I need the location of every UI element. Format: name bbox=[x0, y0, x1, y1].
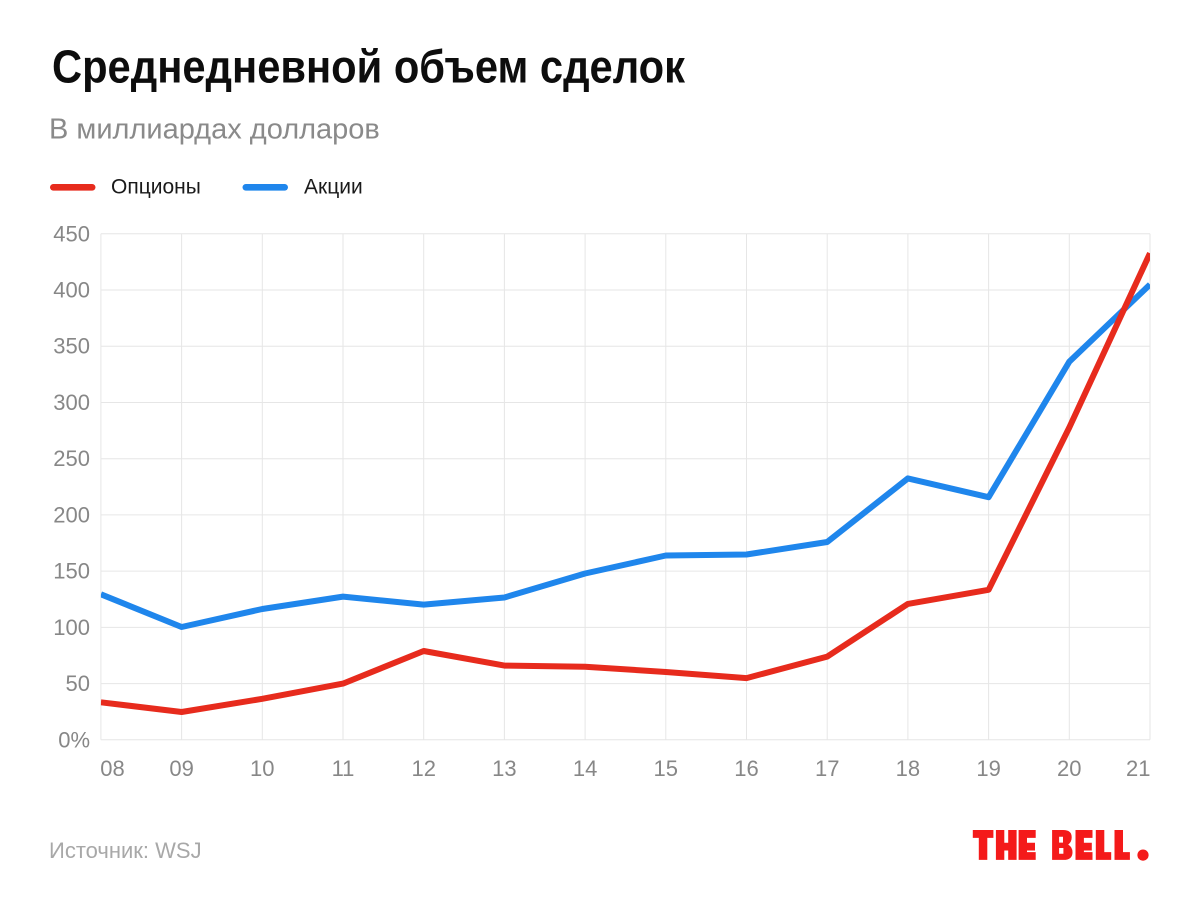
svg-text:08: 08 bbox=[100, 756, 124, 781]
svg-text:100: 100 bbox=[53, 615, 90, 640]
svg-text:250: 250 bbox=[53, 446, 90, 471]
svg-text:16: 16 bbox=[734, 756, 758, 781]
svg-text:450: 450 bbox=[53, 221, 90, 246]
svg-text:0%: 0% bbox=[58, 727, 90, 752]
svg-text:12: 12 bbox=[411, 756, 435, 781]
svg-text:13: 13 bbox=[492, 756, 516, 781]
svg-text:50: 50 bbox=[66, 671, 90, 696]
svg-text:19: 19 bbox=[976, 756, 1000, 781]
svg-text:300: 300 bbox=[53, 390, 90, 415]
svg-text:10: 10 bbox=[250, 756, 274, 781]
svg-text:17: 17 bbox=[815, 756, 839, 781]
svg-text:200: 200 bbox=[53, 502, 90, 527]
svg-text:Среднедневной объем сделок: Среднедневной объем сделок bbox=[52, 40, 686, 92]
svg-text:Опционы: Опционы bbox=[111, 175, 201, 198]
svg-text:400: 400 bbox=[53, 278, 90, 303]
svg-text:21: 21 bbox=[1126, 756, 1150, 781]
svg-text:20: 20 bbox=[1057, 756, 1081, 781]
svg-text:350: 350 bbox=[53, 334, 90, 359]
svg-text:Источник: WSJ: Источник: WSJ bbox=[49, 838, 202, 863]
svg-text:09: 09 bbox=[169, 756, 193, 781]
svg-text:15: 15 bbox=[654, 756, 678, 781]
svg-text:Акции: Акции bbox=[304, 175, 363, 198]
svg-text:150: 150 bbox=[53, 559, 90, 584]
svg-text:11: 11 bbox=[332, 756, 355, 781]
svg-text:18: 18 bbox=[896, 756, 920, 781]
svg-text:14: 14 bbox=[573, 756, 597, 781]
svg-text:В миллиардах долларов: В миллиардах долларов bbox=[49, 114, 380, 146]
